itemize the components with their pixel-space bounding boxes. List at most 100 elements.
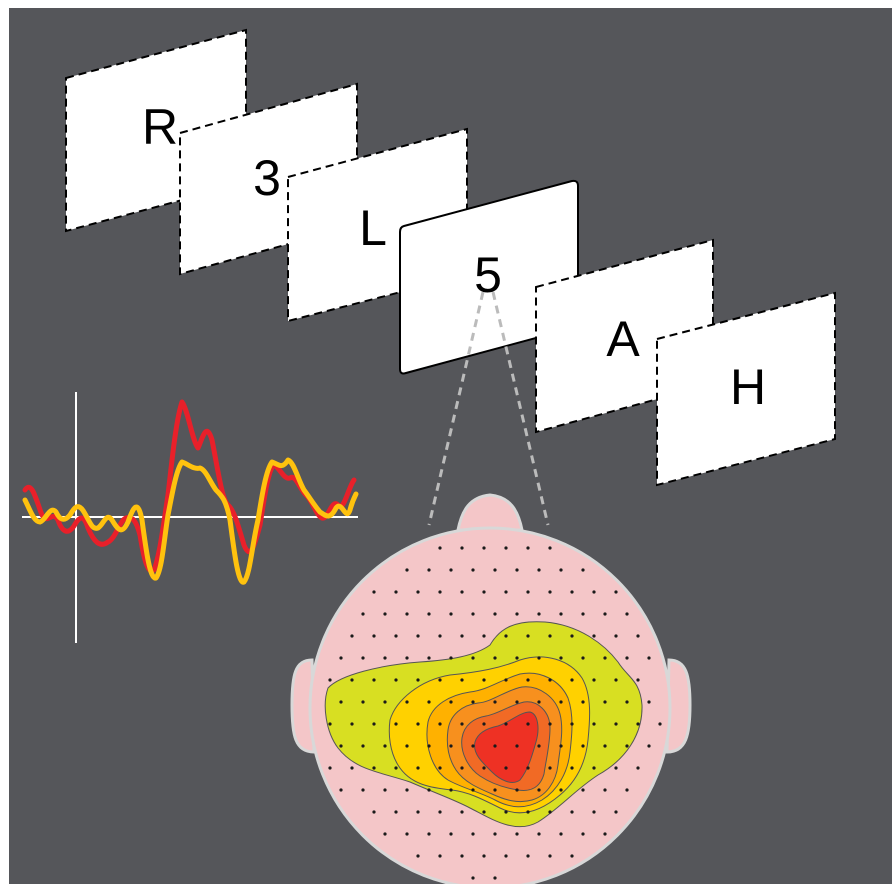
electrode-dot [372, 634, 376, 638]
electrode-dot [504, 590, 508, 594]
electrode-dot [372, 722, 376, 726]
electrode-dot [449, 656, 453, 660]
electrode-dot [438, 590, 442, 594]
electrode-dot [471, 612, 475, 616]
electrode-dot [416, 590, 420, 594]
electrode-dot [570, 590, 574, 594]
electrode-dot [548, 722, 552, 726]
electrode-dot [614, 722, 618, 726]
electrode-dot [493, 656, 497, 660]
electrode-dot [328, 678, 332, 682]
electrode-dot [361, 612, 365, 616]
electrode-dot [504, 678, 508, 682]
electrode-dot [438, 546, 442, 550]
electrode-dot [515, 612, 519, 616]
electrode-dot [526, 854, 530, 858]
nose [456, 493, 524, 532]
electrode-dot [570, 678, 574, 682]
electrode-dot [460, 810, 464, 814]
electrode-dot [471, 832, 475, 836]
electrode-dot [526, 678, 530, 682]
electrode-dot [592, 810, 596, 814]
electrode-dot [515, 700, 519, 704]
electrode-dot [504, 810, 508, 814]
electrode-dot [394, 678, 398, 682]
electrode-dot [328, 766, 332, 770]
electrode-dot [603, 656, 607, 660]
electrode-dot [405, 832, 409, 836]
electrode-dot [449, 832, 453, 836]
projection-line-left [427, 291, 485, 526]
electrode-dot [383, 656, 387, 660]
electrode-dot [460, 766, 464, 770]
electrode-dot [603, 612, 607, 616]
stimulus-card-stream: R 3 L 5 A H [65, 28, 836, 487]
electrode-dot [438, 634, 442, 638]
electrode-dot [471, 568, 475, 572]
electrode-dot [460, 678, 464, 682]
electrode-dot [581, 744, 585, 748]
electrode-dot [592, 766, 596, 770]
electrode-dot [570, 722, 574, 726]
electrode-dot [383, 744, 387, 748]
electrode-dot [471, 700, 475, 704]
electrode-dot [350, 634, 354, 638]
electrode-dot [328, 722, 332, 726]
electrode-dot [361, 744, 365, 748]
electrode-dot [361, 656, 365, 660]
electrode-dot [603, 700, 607, 704]
electrode-dot [427, 700, 431, 704]
electrode-dot [614, 678, 618, 682]
electrode-dot [570, 766, 574, 770]
electrode-dot [405, 744, 409, 748]
electrode-dot [416, 678, 420, 682]
electrode-dot [548, 590, 552, 594]
electrode-dot [460, 546, 464, 550]
card-frame [656, 291, 836, 487]
electrode-dot [394, 766, 398, 770]
card-letter: L [359, 200, 387, 256]
electrode-dot [526, 810, 530, 814]
electrode-dot [405, 612, 409, 616]
electrode-dot [625, 656, 629, 660]
electrode-dot [471, 876, 475, 880]
projection-line-right [491, 291, 550, 526]
electrode-dot [493, 612, 497, 616]
contour-level-6 [474, 711, 539, 783]
electrode-dot [515, 788, 519, 792]
electrode-dot [427, 744, 431, 748]
electrode-dot [449, 700, 453, 704]
electrode-dot [504, 854, 508, 858]
electrode-dot [526, 590, 530, 594]
card-letter: A [606, 311, 640, 367]
electrode-dot [548, 678, 552, 682]
electrode-dot [537, 612, 541, 616]
electrode-dot [504, 722, 508, 726]
stimulus-card-h: H [656, 291, 836, 487]
electrode-dot [405, 700, 409, 704]
electrode-dot [493, 788, 497, 792]
electrode-dot [372, 810, 376, 814]
electrode-dot [570, 854, 574, 858]
electrode-dot [526, 722, 530, 726]
electrode-dot [427, 832, 431, 836]
electrode-dot [504, 546, 508, 550]
electrode-dot [559, 788, 563, 792]
electrode-dot [350, 722, 354, 726]
electrode-dot [372, 766, 376, 770]
electrode-dot [460, 854, 464, 858]
erp-trace-yellow [22, 457, 359, 585]
electrode-dot [625, 700, 629, 704]
electrode-dot [394, 722, 398, 726]
electrode-dot [394, 810, 398, 814]
electrode-dot [372, 678, 376, 682]
electrode-dot [636, 634, 640, 638]
electrode-dot [515, 568, 519, 572]
right-ear [665, 658, 692, 754]
electrode-dot [581, 788, 585, 792]
electrode-dot [548, 634, 552, 638]
electrode-dot [482, 634, 486, 638]
electrode-dot [372, 590, 376, 594]
electrode-dot [482, 722, 486, 726]
